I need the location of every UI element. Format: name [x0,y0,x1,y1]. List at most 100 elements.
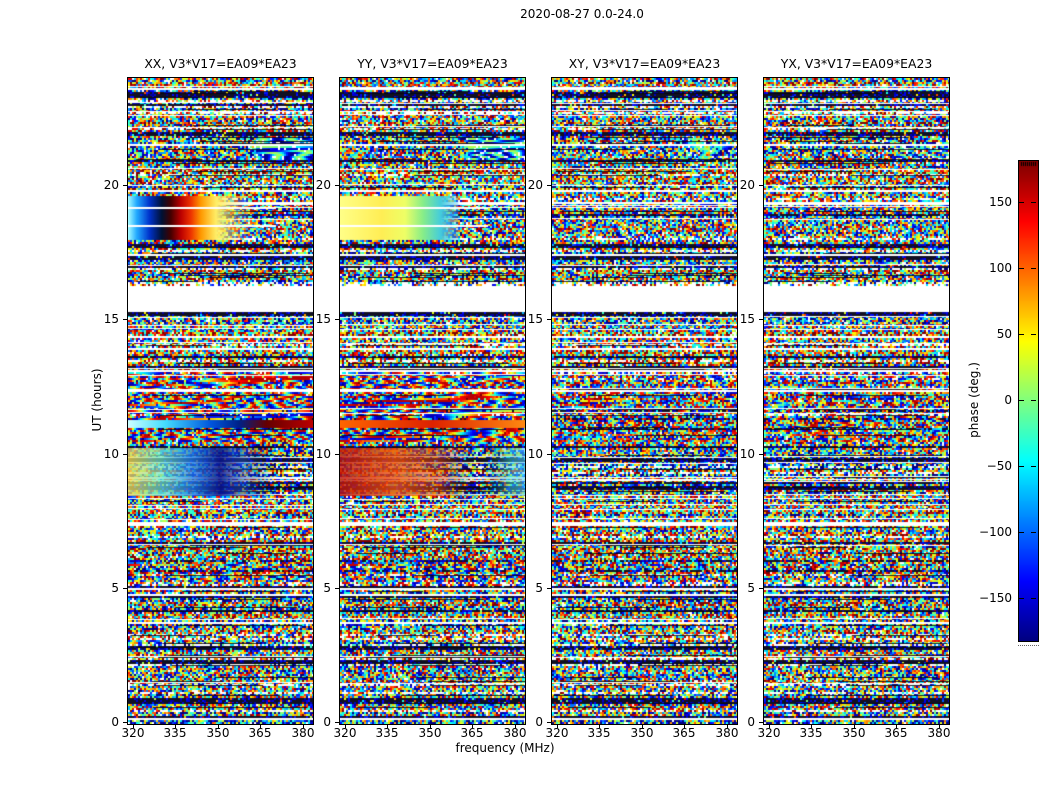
phase-heatmap-yx [764,78,949,724]
x-tick-label: 365 [884,726,908,740]
colorbar-tick-mark [1019,532,1024,534]
y-tick-mark [759,319,763,320]
x-tick-label: 350 [842,726,866,740]
colorbar-tick-label: 150 [989,194,1012,209]
x-tick-label: 380 [715,726,739,740]
panel-title-xy: XY, V3*V17=EA09*EA23 [568,56,721,71]
y-tick-label: 0 [323,715,331,729]
x-tick-label: 350 [418,726,442,740]
y-tick-label: 20 [527,178,543,192]
heatmap-panel-xx [127,77,314,725]
y-tick-mark [759,588,763,589]
y-tick-label: 5 [535,581,543,595]
y-tick-label: 20 [103,178,119,192]
x-tick-mark [684,724,685,728]
y-tick-label: 0 [535,715,543,729]
y-tick-mark [547,588,551,589]
colorbar-tick-mark [1031,400,1036,401]
heatmap-panel-xy [551,77,738,725]
colorbar-tick-mark [1031,598,1036,600]
x-tick-mark [939,724,940,728]
panel-title-xx: XX, V3*V17=EA09*EA23 [144,56,297,71]
x-tick-label: 380 [503,726,527,740]
x-axis-label: frequency (MHz) [455,741,555,755]
x-tick-mark [260,724,261,728]
y-tick-mark [335,185,339,186]
panel-title-yx: YX, V3*V17=EA09*EA23 [780,56,933,71]
phase-heatmap-xx [128,78,313,724]
colorbar-tick-mark [1019,267,1024,269]
x-tick-label: 320 [757,726,781,740]
y-tick-label: 10 [315,447,331,461]
colorbar-gradient [1019,161,1038,641]
x-tick-mark [387,724,388,728]
colorbar-tick-mark [1019,466,1024,468]
y-tick-label: 15 [315,312,331,326]
heatmap-panel-yy [339,77,526,725]
y-axis-label: UT (hours) [90,368,104,432]
y-tick-mark [759,185,763,186]
colorbar-tick-mark [1031,333,1036,335]
colorbar-tick-mark [1019,201,1024,203]
x-tick-label: 350 [630,726,654,740]
x-tick-label: 335 [375,726,399,740]
colorbar-tick-label: −100 [979,525,1012,540]
y-tick-mark [759,454,763,455]
x-tick-mark [896,724,897,728]
x-tick-label: 350 [206,726,230,740]
colorbar-bottom-dots [1018,645,1039,646]
x-tick-mark [175,724,176,728]
phase-heatmap-xy [552,78,737,724]
y-tick-mark [123,454,127,455]
x-tick-mark [472,724,473,728]
colorbar-tick-label: 0 [1004,393,1012,407]
x-tick-mark [557,724,558,728]
x-tick-label: 365 [672,726,696,740]
x-tick-label: 380 [927,726,951,740]
figure-title: 2020-08-27 0.0-24.0 [520,7,644,21]
colorbar-tick-label: 50 [996,326,1012,341]
colorbar-tick-label: 100 [989,260,1012,275]
x-tick-mark [515,724,516,728]
x-tick-label: 365 [460,726,484,740]
y-tick-label: 15 [103,312,119,326]
y-tick-mark [547,722,551,723]
y-tick-mark [547,454,551,455]
y-tick-label: 10 [527,447,543,461]
x-tick-label: 380 [291,726,315,740]
y-tick-mark [123,319,127,320]
y-tick-label: 5 [747,581,755,595]
x-tick-mark [430,724,431,728]
colorbar-tick-mark [1031,532,1036,534]
x-tick-mark [345,724,346,728]
x-tick-label: 320 [121,726,145,740]
y-tick-label: 20 [739,178,755,192]
colorbar-tick-mark [1031,466,1036,468]
y-tick-mark [335,319,339,320]
x-tick-mark [303,724,304,728]
y-tick-mark [335,588,339,589]
x-tick-mark [599,724,600,728]
y-tick-mark [759,722,763,723]
colorbar [1018,160,1039,642]
y-tick-mark [335,454,339,455]
heatmap-panel-yx [763,77,950,725]
y-tick-mark [123,588,127,589]
y-tick-label: 20 [315,178,331,192]
y-tick-label: 5 [323,581,331,595]
colorbar-tick-mark [1019,598,1024,600]
y-tick-mark [123,722,127,723]
y-tick-label: 0 [111,715,119,729]
x-tick-mark [811,724,812,728]
colorbar-tick-mark [1031,201,1036,203]
colorbar-tick-mark [1031,267,1036,269]
y-tick-mark [335,722,339,723]
x-tick-label: 320 [545,726,569,740]
y-tick-label: 10 [739,447,755,461]
colorbar-tick-label: −50 [986,459,1012,474]
y-tick-mark [123,185,127,186]
y-tick-mark [547,319,551,320]
x-tick-mark [218,724,219,728]
y-tick-label: 5 [111,581,119,595]
